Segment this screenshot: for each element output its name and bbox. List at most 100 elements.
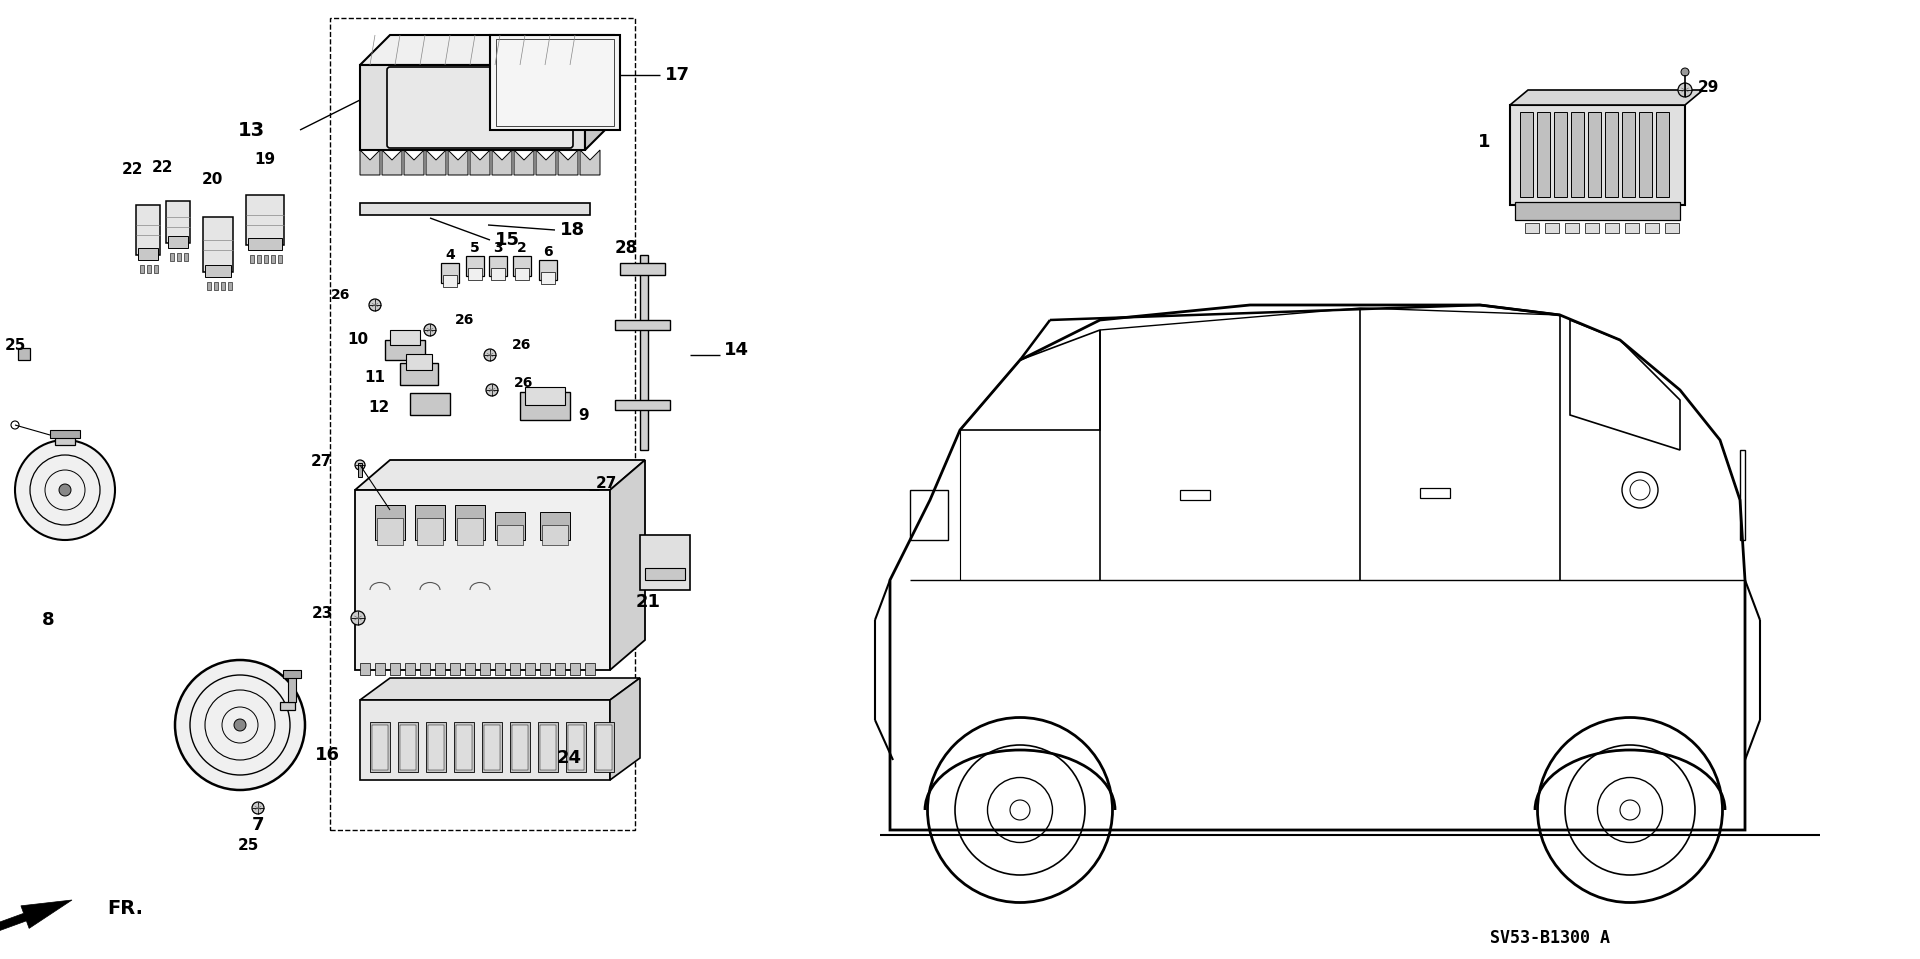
Text: 3: 3 — [493, 241, 503, 255]
Bar — [1624, 223, 1640, 233]
Bar — [495, 512, 524, 540]
Bar — [455, 505, 486, 540]
Text: 21: 21 — [636, 593, 660, 611]
Bar — [177, 253, 180, 261]
Bar — [495, 663, 505, 675]
Text: 23: 23 — [311, 605, 332, 620]
Text: 27: 27 — [311, 455, 332, 470]
Bar — [639, 255, 649, 450]
Circle shape — [484, 349, 495, 361]
Bar — [482, 722, 501, 772]
Bar — [257, 255, 261, 263]
Bar — [204, 217, 232, 272]
Text: 22: 22 — [152, 159, 173, 175]
Text: 28: 28 — [614, 239, 637, 257]
Polygon shape — [361, 35, 614, 65]
Bar — [1665, 223, 1678, 233]
Bar — [639, 535, 689, 590]
Circle shape — [369, 299, 380, 311]
Text: 13: 13 — [238, 121, 265, 139]
Bar — [184, 253, 188, 261]
Bar — [390, 663, 399, 675]
Text: 7: 7 — [252, 816, 265, 834]
Bar — [426, 722, 445, 772]
Bar — [1565, 223, 1578, 233]
Bar — [165, 201, 190, 243]
Circle shape — [424, 324, 436, 336]
Text: 9: 9 — [578, 408, 589, 423]
Circle shape — [486, 384, 497, 396]
Bar — [148, 265, 152, 273]
Polygon shape — [355, 460, 645, 490]
Text: 18: 18 — [561, 221, 586, 239]
Bar — [405, 663, 415, 675]
Circle shape — [15, 440, 115, 540]
Bar — [484, 725, 499, 770]
Text: 26: 26 — [330, 288, 349, 302]
Bar — [390, 330, 420, 345]
Bar — [361, 700, 611, 780]
Text: 20: 20 — [202, 173, 223, 188]
Polygon shape — [361, 65, 586, 150]
Bar — [524, 663, 536, 675]
Bar — [405, 354, 432, 370]
Bar — [228, 282, 232, 290]
Text: 19: 19 — [253, 152, 275, 168]
Text: 8: 8 — [42, 611, 54, 629]
Circle shape — [351, 611, 365, 625]
Polygon shape — [580, 150, 599, 175]
Bar — [372, 725, 388, 770]
Polygon shape — [492, 150, 513, 175]
Bar — [614, 320, 670, 330]
FancyBboxPatch shape — [388, 67, 572, 148]
Bar — [213, 282, 219, 290]
Bar — [207, 282, 211, 290]
Bar — [540, 725, 557, 770]
Polygon shape — [382, 150, 401, 175]
Text: 24: 24 — [557, 749, 582, 767]
Text: SV53-B1300 A: SV53-B1300 A — [1490, 929, 1611, 947]
Bar — [444, 275, 457, 287]
Polygon shape — [559, 150, 578, 175]
Bar — [397, 722, 419, 772]
Bar — [1640, 112, 1651, 197]
Bar — [374, 663, 386, 675]
Polygon shape — [611, 460, 645, 670]
Bar — [171, 253, 175, 261]
Bar — [1538, 112, 1549, 197]
Bar — [1524, 223, 1540, 233]
Bar — [399, 725, 417, 770]
Text: 12: 12 — [369, 401, 390, 415]
Bar — [568, 725, 584, 770]
Bar — [136, 205, 159, 255]
Bar — [17, 348, 31, 360]
Bar — [620, 263, 664, 275]
Bar — [593, 722, 614, 772]
Bar — [511, 663, 520, 675]
Bar — [570, 663, 580, 675]
Bar — [591, 488, 595, 502]
Bar — [1622, 112, 1636, 197]
Bar — [428, 725, 444, 770]
Polygon shape — [426, 150, 445, 175]
Bar — [250, 255, 253, 263]
Bar — [1588, 112, 1601, 197]
Circle shape — [1682, 68, 1690, 76]
Bar — [154, 265, 157, 273]
Bar — [541, 272, 555, 284]
Bar — [1586, 223, 1599, 233]
Circle shape — [175, 660, 305, 790]
Text: 4: 4 — [445, 248, 455, 262]
Bar — [1645, 223, 1659, 233]
Text: 2: 2 — [516, 241, 526, 255]
Text: FR.: FR. — [108, 899, 142, 918]
Bar — [1605, 112, 1619, 197]
Bar — [376, 518, 403, 545]
Bar — [357, 463, 363, 477]
Bar — [614, 400, 670, 410]
Text: 1: 1 — [1478, 133, 1490, 151]
Polygon shape — [515, 150, 534, 175]
Bar — [355, 490, 611, 670]
Bar — [265, 255, 269, 263]
Circle shape — [60, 484, 71, 496]
